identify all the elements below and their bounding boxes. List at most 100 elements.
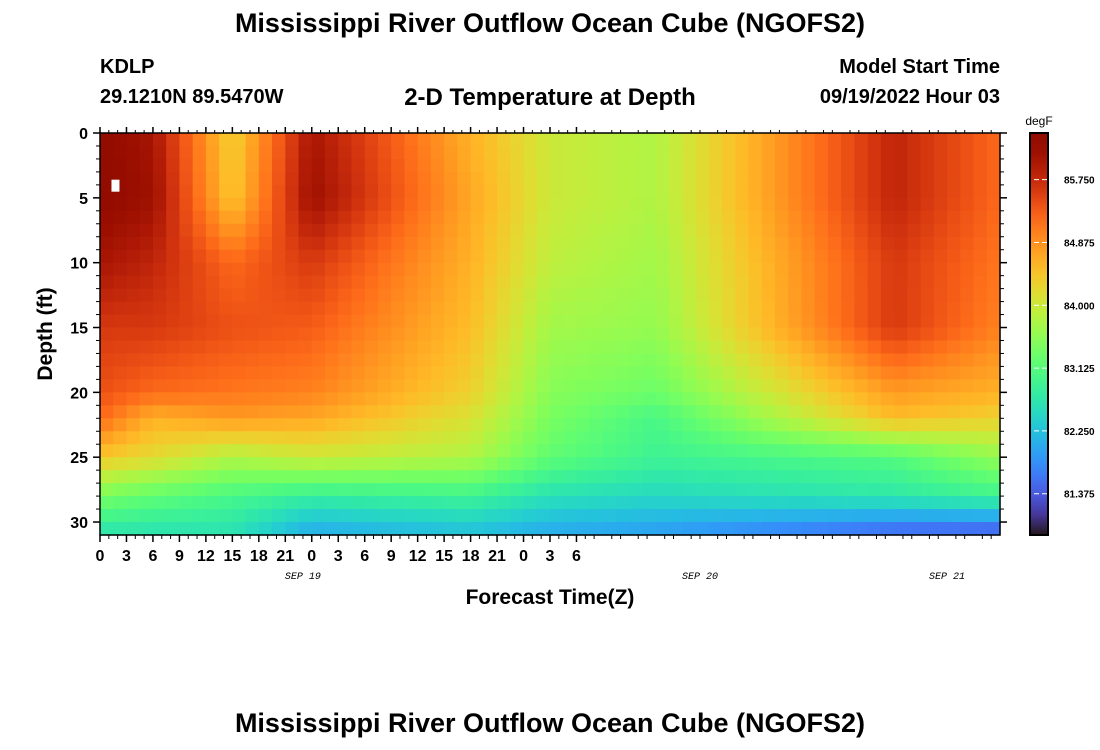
heatmap-cell [920, 327, 935, 342]
heatmap-cell [192, 249, 207, 264]
heatmap-cell [245, 366, 260, 380]
heatmap-cell [311, 171, 326, 186]
heatmap-cell [920, 444, 935, 458]
heatmap-cell [563, 288, 578, 303]
heatmap-cell [523, 366, 538, 380]
heatmap-cell [100, 405, 114, 419]
heatmap-cell [761, 158, 776, 173]
heatmap-cell [311, 145, 326, 160]
heatmap-cell [722, 470, 736, 484]
heatmap-cell [695, 392, 710, 406]
heatmap-cell [417, 392, 432, 406]
heatmap-cell [894, 210, 908, 225]
heatmap-cell [166, 184, 181, 199]
heatmap-cell [523, 457, 538, 471]
heatmap-cell [920, 392, 935, 406]
heatmap-cell [351, 158, 366, 173]
heatmap-cell [920, 249, 935, 264]
heatmap-cell [258, 275, 273, 290]
heatmap-cell [920, 340, 935, 355]
heatmap-cell [510, 236, 525, 251]
heatmap-cell [351, 366, 366, 380]
heatmap-cell [152, 353, 167, 368]
heatmap-cell [536, 496, 551, 510]
heatmap-cell [563, 236, 578, 251]
heatmap-cell [854, 392, 869, 406]
heatmap-cell [960, 379, 975, 393]
heatmap-cell [391, 301, 406, 316]
heatmap-cell [536, 418, 551, 432]
heatmap-cell [960, 314, 975, 329]
heatmap-cell [576, 275, 591, 290]
heatmap-cell [589, 405, 604, 419]
heatmap-cell [748, 522, 763, 536]
heatmap-cell [430, 340, 445, 355]
heatmap-cell [841, 145, 856, 160]
heatmap-cell [880, 496, 895, 510]
heatmap-cell [682, 431, 697, 445]
heatmap-cell [232, 314, 247, 329]
heatmap-cell [497, 444, 511, 458]
heatmap-cell [245, 483, 260, 497]
heatmap-cell [166, 158, 181, 173]
heatmap-cell [986, 496, 1001, 510]
heatmap-cell [775, 223, 789, 238]
heatmap-cell [722, 327, 736, 342]
heatmap-cell [497, 431, 511, 445]
heatmap-cell [311, 210, 326, 225]
heatmap-cell [510, 171, 525, 186]
heatmap-cell [602, 483, 617, 497]
heatmap-cell [152, 249, 167, 264]
heatmap-cell [232, 470, 247, 484]
heatmap-cell [775, 522, 789, 536]
heatmap-cell [377, 288, 392, 303]
heatmap-cell [417, 184, 432, 199]
heatmap-cell [841, 184, 856, 199]
heatmap-cell [788, 133, 803, 147]
heatmap-cell [735, 457, 750, 471]
heatmap-cell [126, 470, 141, 484]
heatmap-cell [536, 184, 551, 199]
heatmap-cell [814, 249, 829, 264]
heatmap-cell [642, 418, 657, 432]
heatmap-cell [391, 379, 406, 393]
heatmap-cell [629, 223, 644, 238]
heatmap-cell [589, 483, 604, 497]
heatmap-cell [126, 392, 141, 406]
heatmap-cell [219, 457, 233, 471]
heatmap-cell [152, 470, 167, 484]
heatmap-cell [933, 379, 948, 393]
heatmap-cell [933, 262, 948, 277]
heatmap-cell [973, 184, 988, 199]
heatmap-cell [285, 522, 300, 536]
heatmap-cell [563, 275, 578, 290]
x-tick-label: 18 [462, 548, 480, 565]
heatmap-cell [682, 145, 697, 160]
heatmap-cell [708, 444, 723, 458]
heatmap-cell [457, 327, 472, 342]
heatmap-cell [245, 301, 260, 316]
heatmap-cell [377, 314, 392, 329]
heatmap-cell [272, 470, 286, 484]
heatmap-cell [616, 431, 631, 445]
heatmap-cell [219, 353, 233, 368]
heatmap-cell [682, 483, 697, 497]
heatmap-cell [536, 457, 551, 471]
heatmap-cell [576, 327, 591, 342]
heatmap-cell [708, 509, 723, 523]
heatmap-cell [285, 197, 300, 212]
heatmap-cell [391, 431, 406, 445]
heatmap-cell [854, 327, 869, 342]
heatmap-cell [907, 223, 922, 238]
heatmap-cell [576, 470, 591, 484]
heatmap-cell [801, 379, 816, 393]
heatmap-cell [245, 405, 260, 419]
heatmap-cell [602, 133, 617, 147]
heatmap-cell [708, 405, 723, 419]
heatmap-cell [139, 249, 154, 264]
heatmap-cell [483, 418, 498, 432]
heatmap-cell [523, 327, 538, 342]
heatmap-cell [841, 327, 856, 342]
heatmap-cell [735, 171, 750, 186]
heatmap-cell [947, 210, 961, 225]
